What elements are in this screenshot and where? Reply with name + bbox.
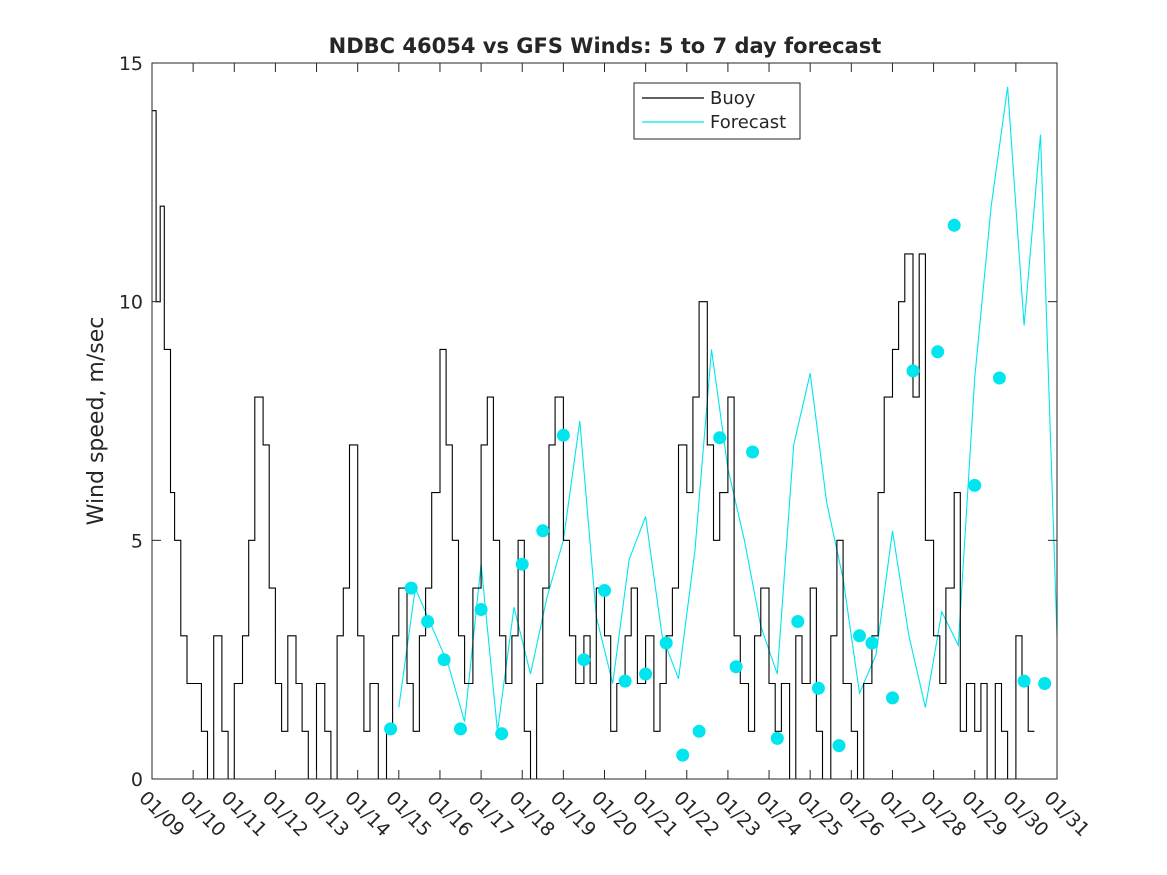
- buoy-line: [152, 110, 1035, 780]
- series-layer: [152, 86, 1058, 780]
- forecast-dot: [811, 681, 825, 695]
- y-tick-label: 15: [119, 53, 143, 75]
- forecast-dot: [495, 727, 509, 741]
- x-tick-label: 01/23: [710, 787, 764, 841]
- forecast-dot: [659, 636, 673, 650]
- forecast-dot: [618, 674, 632, 688]
- forecast-dot: [437, 653, 451, 667]
- forecast-dot: [865, 636, 879, 650]
- x-tick-label: 01/24: [751, 787, 805, 841]
- forecast-dot: [556, 428, 570, 442]
- forecast-dot: [598, 584, 611, 597]
- x-tick-label: 01/09: [134, 787, 188, 841]
- x-tick-label: 01/20: [587, 787, 641, 841]
- x-tick-label: 01/10: [176, 787, 230, 841]
- x-tick-label: 01/14: [340, 787, 394, 841]
- legend-box: [633, 82, 801, 140]
- x-tick-label: 01/15: [381, 787, 435, 841]
- x-tick-label: 01/18: [505, 787, 559, 841]
- forecast-dot: [404, 581, 418, 595]
- x-tick-label: 01/11: [217, 787, 271, 841]
- forecast-dot: [577, 653, 591, 667]
- forecast-dot: [515, 557, 529, 571]
- x-tick-label: 01/27: [875, 787, 929, 841]
- forecast-dot: [384, 722, 398, 736]
- forecast-dot: [906, 364, 920, 378]
- y-tick-label: 0: [131, 769, 143, 791]
- forecast-dot: [729, 660, 743, 674]
- x-tick-label: 01/30: [998, 787, 1052, 841]
- x-tick-label: 01/31: [1039, 787, 1093, 841]
- x-tick-label: 01/16: [422, 787, 476, 841]
- legend-buoy-label: Buoy: [710, 88, 756, 109]
- forecast-dot: [968, 478, 982, 492]
- forecast-dot: [1017, 674, 1031, 688]
- forecast-dot: [676, 748, 690, 762]
- forecast-dot: [474, 603, 488, 616]
- y-axis-label: Wind speed, m/sec: [84, 317, 109, 526]
- forecast-dot: [692, 724, 706, 738]
- x-tick-label: 01/19: [546, 787, 600, 841]
- plot-area: [152, 63, 1057, 779]
- forecast-dot: [639, 667, 653, 681]
- forecast-dot: [1038, 677, 1052, 690]
- forecast-dot: [886, 691, 899, 705]
- y-tick-label: 5: [131, 530, 143, 552]
- x-tick-label: 01/25: [793, 787, 847, 841]
- forecast-dot: [992, 371, 1006, 385]
- x-tick-label: 01/22: [669, 787, 723, 841]
- forecast-dot: [421, 615, 435, 628]
- legend: Buoy Forecast: [633, 82, 801, 140]
- forecast-dot: [947, 218, 961, 232]
- forecast-dot: [791, 615, 805, 628]
- x-tick-label: 01/12: [258, 787, 312, 841]
- x-tick-label: 01/29: [957, 787, 1011, 841]
- legend-forecast-label: Forecast: [710, 112, 786, 133]
- x-tick-label: 01/13: [299, 787, 353, 841]
- forecast-dot: [832, 739, 846, 753]
- forecast-dot: [853, 629, 866, 643]
- forecast-dot: [454, 722, 467, 736]
- y-tick-label: 10: [119, 292, 143, 314]
- chart-title: NDBC 46054 vs GFS Winds: 5 to 7 day fore…: [329, 34, 882, 58]
- forecast-dot: [770, 731, 784, 745]
- forecast-dot: [713, 431, 727, 445]
- forecast-dot: [536, 524, 550, 538]
- forecast-dot: [746, 445, 760, 459]
- x-tick-label: 01/17: [464, 787, 518, 841]
- x-tick-label: 01/28: [916, 787, 970, 841]
- x-tick-label: 01/21: [628, 787, 682, 841]
- x-tick-label: 01/26: [834, 787, 888, 841]
- forecast-dot: [931, 345, 945, 359]
